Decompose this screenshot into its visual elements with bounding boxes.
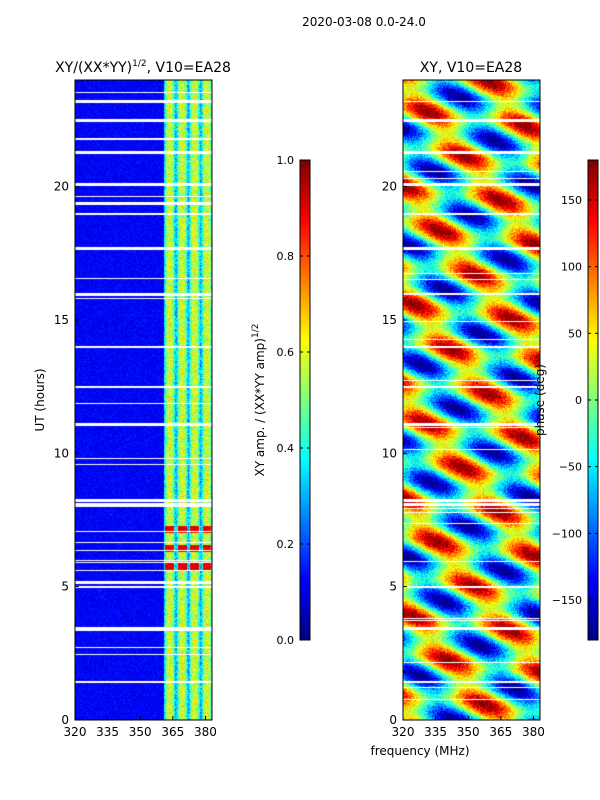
amplitude-colorbar-label: XY amp. / (XX*YY amp)1/2	[251, 324, 267, 477]
xtick-label: 350	[129, 725, 152, 739]
xtick-label: 350	[457, 725, 480, 739]
amplitude-axes-frame	[74, 79, 213, 721]
panel-amplitude: XY/(XX*YY)1/2, V10=EA28 320 335 350 365 380 0…	[33, 59, 231, 739]
ytick-label: 5	[389, 580, 397, 594]
colorbar-tick-label: 0	[575, 394, 582, 407]
colorbar-tick-label: 1.0	[277, 154, 295, 167]
panel-phase: XY, V10=EA28 320 335 350 365 380 0 5 10 15 20 fre…	[370, 60, 544, 758]
colorbar-tick-label: −50	[559, 461, 582, 474]
panel-phase-title: XY, V10=EA28	[420, 60, 522, 76]
colorbar-tick-label: 50	[568, 327, 582, 340]
amplitude-colorbar-gradient	[300, 160, 310, 640]
colorbar-tick-label: 0.4	[277, 442, 295, 455]
colorbar-tick-label: −150	[552, 594, 582, 607]
phase-colorbar-ticks: −150 −100 −50 0 50 100 150	[552, 194, 598, 607]
xtick-label: 380	[194, 725, 217, 739]
colorbar-tick-label: 100	[561, 261, 582, 274]
phase-colorbar-label: phase (deg)	[533, 364, 547, 436]
xtick-label: 320	[392, 725, 415, 739]
phase-axes-frame	[402, 79, 541, 721]
amplitude-colorbar-frame	[299, 159, 311, 641]
xtick-label: 365	[489, 725, 512, 739]
xtick-label: 380	[522, 725, 545, 739]
amplitude-ticks: 320 335 350 365 380 0 5 10 15 20	[54, 180, 217, 739]
ytick-label: 0	[61, 713, 69, 727]
ytick-label: 20	[382, 180, 397, 194]
ytick-label: 15	[54, 313, 69, 327]
ytick-label: 5	[61, 580, 69, 594]
xtick-label: 335	[424, 725, 447, 739]
ytick-label: 15	[382, 313, 397, 327]
figure-suptitle: 2020-03-08 0.0-24.0	[302, 15, 426, 29]
xtick-label: 335	[96, 725, 119, 739]
phase-xlabel: frequency (MHz)	[370, 744, 469, 758]
panel-amplitude-title: XY/(XX*YY)1/2, V10=EA28	[55, 59, 231, 76]
amplitude-ylabel: UT (hours)	[33, 368, 47, 431]
amplitude-colorbar-ticks: 0.0 0.2 0.4 0.6 0.8 1.0	[277, 154, 310, 647]
colorbar-tick-label: 150	[561, 194, 582, 207]
colorbar-tick-label: 0.6	[277, 346, 295, 359]
xtick-label: 365	[161, 725, 184, 739]
ytick-label: 20	[54, 180, 69, 194]
phase-colorbar-gradient	[588, 160, 598, 640]
ytick-label: 10	[382, 446, 397, 460]
colorbar-tick-label: 0.2	[277, 538, 295, 551]
colorbar-tick-label: 0.0	[277, 634, 295, 647]
colorbar-phase: −150 −100 −50 0 50 100 150 phase (deg)	[533, 159, 599, 641]
phase-heatmap-image	[403, 80, 540, 720]
amplitude-heatmap-image	[75, 80, 212, 720]
ytick-label: 0	[389, 713, 397, 727]
phase-ticks: 320 335 350 365 380 0 5 10 15 20	[382, 180, 545, 739]
colorbar-amplitude: 0.0 0.2 0.4 0.6 0.8 1.0 XY amp. / (XX*YY amp)…	[251, 154, 311, 647]
colorbar-tick-label: 0.8	[277, 250, 295, 263]
xtick-label: 320	[64, 725, 87, 739]
colorbar-tick-label: −100	[552, 527, 582, 540]
ytick-label: 10	[54, 446, 69, 460]
